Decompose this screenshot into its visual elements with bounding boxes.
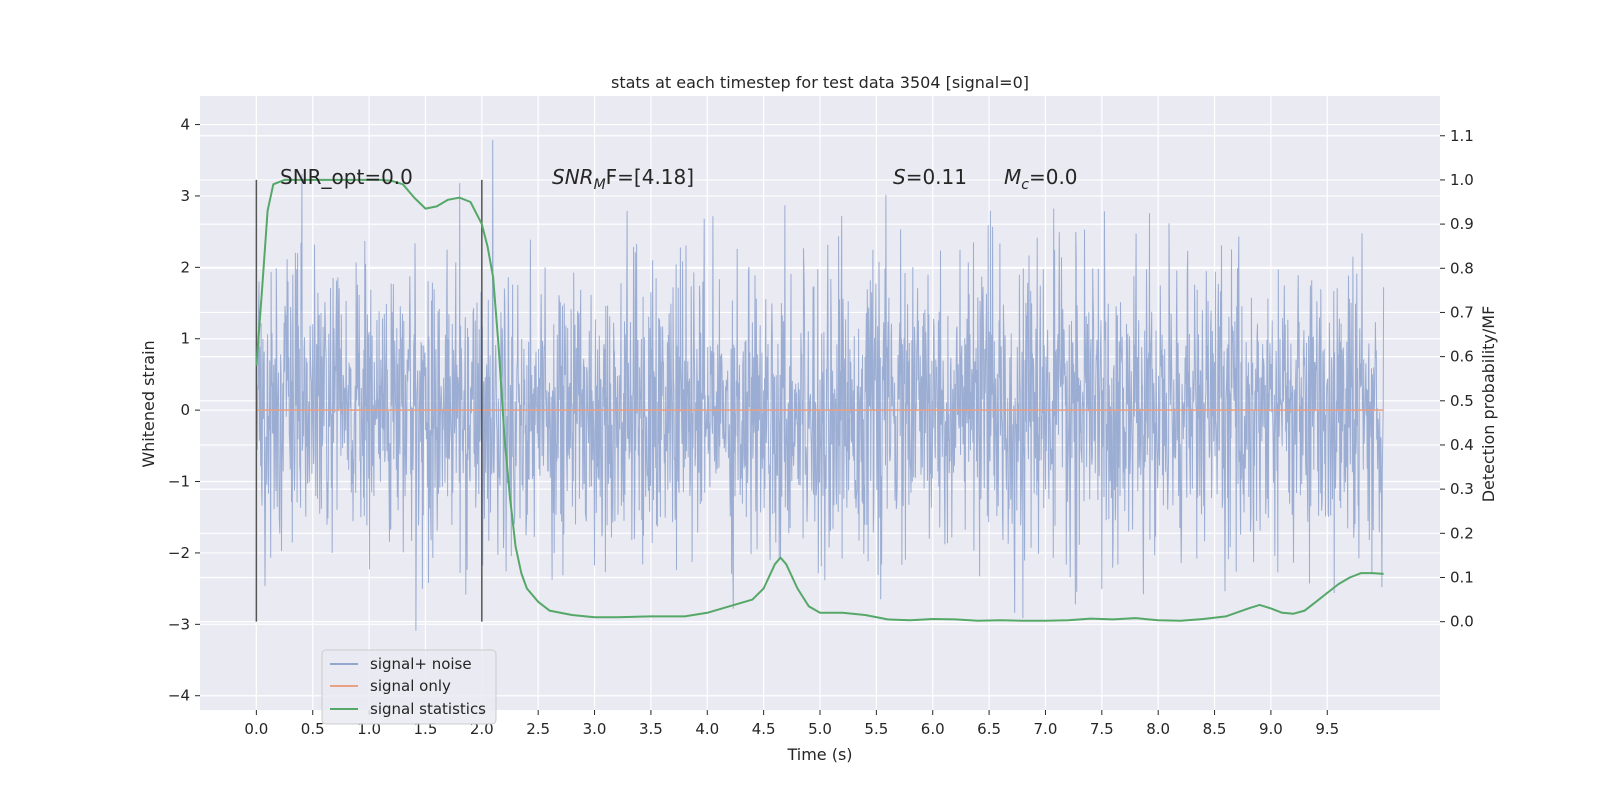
annotation-snr-opt: SNR_opt=0.0 (280, 165, 413, 189)
x-tick-label: 8.0 (1146, 720, 1170, 738)
x-tick-label: 0.0 (244, 720, 268, 738)
left-y-tick-label: −1 (168, 473, 190, 491)
right-y-tick-label: 1.0 (1450, 171, 1474, 189)
window-markers (255, 179, 483, 622)
left-y-tick-label: 3 (180, 187, 190, 205)
x-tick-label: 6.5 (977, 720, 1001, 738)
x-tick-label: 5.0 (808, 720, 832, 738)
series-signal-plus-noise (255, 139, 1385, 631)
right-y-tick-label: 0.5 (1450, 392, 1474, 410)
annotation-snr-mf: SNRMF=[4.18] (552, 165, 694, 193)
right-y-tick-label: 0.0 (1450, 613, 1474, 631)
right-y-tick-label: 0.8 (1450, 259, 1474, 277)
left-y-tick-label: 4 (180, 116, 190, 134)
signal-plus-noise-line (255, 139, 1385, 631)
legend-label-signal-plus-noise: signal+ noise (370, 655, 472, 673)
left-y-tick-label: −4 (168, 687, 190, 705)
right-y-tick-label: 0.6 (1450, 348, 1474, 366)
left-y-tick-label: 0 (180, 401, 190, 419)
x-tick-label: 0.5 (301, 720, 325, 738)
left-y-tick-label: −3 (168, 615, 190, 633)
right-y-tick-label: 0.1 (1450, 568, 1474, 586)
x-tick-label: 3.0 (583, 720, 607, 738)
left-y-tick-label: 1 (180, 330, 190, 348)
x-tick-label: 7.0 (1034, 720, 1058, 738)
annotation-snr-mf-main: SNR (552, 165, 594, 189)
x-tick-label: 5.5 (864, 720, 888, 738)
annotation-s-rest: =0.11 (906, 165, 967, 189)
annotation-mc: Mc=0.0 (1004, 165, 1078, 193)
signal-statistics-line (255, 178, 1384, 622)
left-y-tick-label: 2 (180, 258, 190, 276)
x-tick-label: 9.0 (1259, 720, 1283, 738)
x-tick-label: 8.5 (1203, 720, 1227, 738)
x-tick-label: 3.5 (639, 720, 663, 738)
legend-box (321, 649, 497, 725)
annotation-snr-mf-rest: F=[4.18] (606, 165, 694, 189)
legend-label-signal-only: signal only (370, 677, 451, 695)
annotation-mc-sub: c (1021, 177, 1029, 193)
annotation-s: S=0.11 (893, 165, 967, 189)
left-y-axis-label: Whitened strain (139, 340, 158, 467)
left-y-axis-ticks: 4 3 2 1 0 −1 −2 −3 −4 (168, 116, 200, 705)
x-tick-label: 4.0 (695, 720, 719, 738)
x-tick-label: 9.5 (1315, 720, 1339, 738)
legend-label-signal-statistics: signal statistics (370, 700, 486, 718)
annotation-mc-main: M (1004, 165, 1021, 189)
right-y-tick-label: 0.2 (1450, 524, 1474, 542)
x-tick-label: 4.5 (752, 720, 776, 738)
annotation-snr-mf-sub: M (594, 177, 606, 193)
right-y-tick-label: 0.4 (1450, 436, 1474, 454)
right-y-tick-label: 0.7 (1450, 303, 1474, 321)
series-signal-statistics (255, 178, 1384, 622)
right-y-axis-label: Detection probability/MF (1479, 306, 1498, 503)
x-axis-label: Time (s) (786, 745, 852, 764)
legend: signal+ noise signal only signal statist… (321, 649, 497, 725)
x-tick-label: 2.5 (526, 720, 550, 738)
x-tick-label: 7.5 (1090, 720, 1114, 738)
chart-title: stats at each timestep for test data 350… (611, 73, 1029, 92)
annotation-s-main: S (893, 165, 906, 189)
right-y-axis-ticks: 1.1 1.0 0.9 0.8 0.7 0.6 0.5 0.4 0.3 0.2 0.1 0.0 (1440, 127, 1474, 631)
annotation-mc-rest: =0.0 (1029, 165, 1078, 189)
right-y-tick-label: 0.3 (1450, 480, 1474, 498)
left-y-tick-label: −2 (168, 544, 190, 562)
x-tick-label: 6.0 (921, 720, 945, 738)
right-y-tick-label: 1.1 (1450, 127, 1474, 145)
right-y-tick-label: 0.9 (1450, 215, 1474, 233)
